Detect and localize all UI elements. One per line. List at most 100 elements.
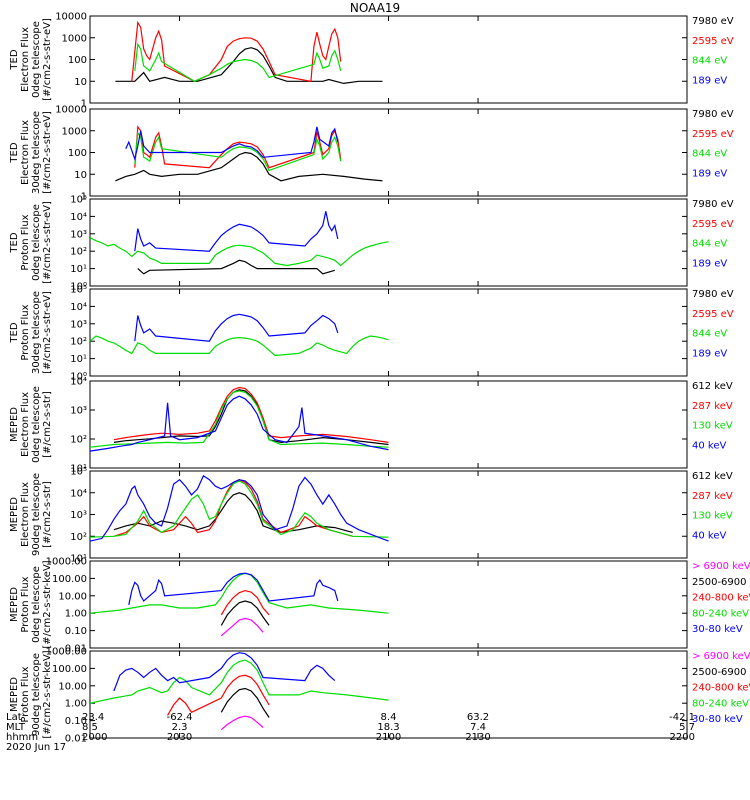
legend-entry-7-4: 30-80 keV bbox=[692, 714, 743, 725]
y-tick-label-5-1: 10⁴ bbox=[70, 488, 87, 499]
y-label-1-2: 30deg telescope bbox=[31, 111, 42, 194]
series-line-6-2 bbox=[220, 589, 270, 616]
legend-entry-3-3: 189 eV bbox=[692, 348, 727, 359]
y-label-4-3: [#/cm2-s-str] bbox=[42, 391, 53, 458]
legend-entry-4-1: 287 keV bbox=[692, 401, 733, 412]
y-tick-label-5-2: 10³ bbox=[70, 510, 87, 521]
series-line-7-4 bbox=[113, 652, 336, 692]
legend-entry-6-1: 2500-6900 bbox=[692, 577, 747, 588]
y-label-2-1: Proton Flux bbox=[20, 214, 31, 270]
series-line-6-0 bbox=[220, 617, 264, 637]
axis-row-value-0-0: 23.4 bbox=[82, 712, 104, 723]
series-line-4-3 bbox=[89, 395, 389, 452]
y-label-3-1: Proton Flux bbox=[20, 304, 31, 360]
y-label-0-0: TED bbox=[9, 49, 20, 70]
axis-row-label-0: Lat bbox=[6, 712, 22, 723]
legend-entry-2-3: 189 eV bbox=[692, 258, 727, 269]
y-label-7-1: Proton Flux bbox=[20, 666, 31, 722]
y-label-3-3: [#/cm2-s-str-eV] bbox=[42, 291, 53, 374]
legend-entry-5-2: 130 keV bbox=[692, 511, 733, 522]
series-line-5-3 bbox=[89, 474, 389, 542]
axis-row-value-1-1: 2.3 bbox=[172, 722, 188, 733]
series-line-7-2 bbox=[167, 674, 270, 716]
y-tick-label-7-2: 10.00 bbox=[58, 681, 87, 692]
y-label-1-0: TED bbox=[9, 142, 20, 163]
y-label-4-1: Electron Flux bbox=[20, 392, 31, 457]
y-label-5-0: MEPED bbox=[9, 497, 20, 532]
y-tick-label-4-1: 10³ bbox=[70, 406, 87, 417]
y-label-6-1: Proton Flux bbox=[20, 576, 31, 632]
axis-date: 2020 Jun 17 bbox=[6, 742, 66, 753]
y-tick-label-7-1: 100.00 bbox=[52, 664, 87, 675]
legend-entry-4-3: 40 keV bbox=[692, 440, 726, 451]
series-line-7-3 bbox=[89, 659, 389, 704]
legend-entry-7-2: 240-800 keV bbox=[692, 683, 750, 694]
y-tick-label-7-4: 0.10 bbox=[65, 716, 87, 727]
axis-row-label-2: hhmm bbox=[6, 732, 38, 743]
y-tick-label-0-2: 100 bbox=[68, 55, 87, 66]
legend-entry-0-1: 2595 eV bbox=[692, 36, 734, 47]
legend-entry-5-1: 287 keV bbox=[692, 491, 733, 502]
y-label-6-0: MEPED bbox=[9, 587, 20, 622]
y-tick-label-5-4: 10¹ bbox=[70, 554, 87, 565]
y-label-3-2: 30deg telescope bbox=[31, 291, 42, 374]
y-tick-label-4-0: 10⁴ bbox=[70, 377, 87, 388]
y-tick-label-1-1: 1000 bbox=[62, 126, 87, 137]
legend-entry-1-1: 2595 eV bbox=[692, 129, 734, 140]
y-label-5-1: Electron Flux bbox=[20, 482, 31, 547]
y-label-0-1: Electron Flux bbox=[20, 27, 31, 92]
series-line-6-1 bbox=[220, 600, 270, 626]
y-label-4-0: MEPED bbox=[9, 407, 20, 442]
y-tick-label-3-5: 10⁰ bbox=[70, 372, 87, 383]
legend-entry-5-3: 40 keV bbox=[692, 530, 726, 541]
panel-frame-5 bbox=[89, 470, 688, 559]
axis-row-value-1-2: 18.3 bbox=[377, 722, 399, 733]
y-tick-label-2-1: 10⁴ bbox=[70, 212, 87, 223]
panel-frame-0 bbox=[89, 15, 688, 104]
series-line-7-0 bbox=[220, 715, 264, 731]
y-label-6-3: [#/cm2-s-str-keV] bbox=[42, 560, 53, 648]
legend-entry-3-1: 2595 eV bbox=[692, 309, 734, 320]
series-line-3-2 bbox=[89, 335, 389, 357]
y-tick-label-6-2: 10.00 bbox=[58, 591, 87, 602]
y-tick-label-0-3: 10 bbox=[74, 77, 87, 88]
legend-entry-1-3: 189 eV bbox=[692, 168, 727, 179]
series-line-5-1 bbox=[113, 479, 353, 537]
legend-entry-7-3: 80-240 keV bbox=[692, 698, 749, 709]
y-label-1-3: [#/cm2-s-str-eV] bbox=[42, 111, 53, 194]
y-tick-label-2-5: 10⁰ bbox=[70, 282, 87, 293]
series-line-7-1 bbox=[220, 687, 270, 718]
y-tick-label-2-3: 10² bbox=[70, 247, 87, 258]
legend-entry-2-0: 7980 eV bbox=[692, 199, 734, 210]
series-line-2-0 bbox=[137, 259, 335, 275]
series-line-6-3 bbox=[89, 572, 389, 614]
y-label-7-3: [#/cm2-s-str-keV] bbox=[42, 650, 53, 738]
legend-entry-4-2: 130 keV bbox=[692, 421, 733, 432]
y-label-2-3: [#/cm2-s-str-eV] bbox=[42, 201, 53, 284]
y-tick-label-1-2: 100 bbox=[68, 148, 87, 159]
series-line-0-1 bbox=[131, 20, 342, 83]
axis-row-value-1-4: 5.7 bbox=[679, 722, 695, 733]
panel-frame-6 bbox=[89, 560, 688, 649]
y-tick-label-1-3: 10 bbox=[74, 170, 87, 181]
legend-entry-6-0: > 6900 keV bbox=[692, 561, 750, 572]
y-label-7-0: MEPED bbox=[9, 677, 20, 712]
series-line-1-2 bbox=[134, 131, 342, 172]
y-label-0-2: 0deg telescope bbox=[31, 21, 42, 98]
legend-entry-0-2: 844 eV bbox=[692, 56, 727, 67]
y-tick-label-2-2: 10³ bbox=[70, 229, 87, 240]
legend-entry-1-2: 844 eV bbox=[692, 149, 727, 160]
panel-frame-4 bbox=[89, 380, 688, 469]
y-label-2-2: 0deg telescope bbox=[31, 204, 42, 281]
y-label-5-3: [#/cm2-s-str] bbox=[42, 481, 53, 548]
series-line-6-4 bbox=[128, 572, 339, 606]
y-label-0-3: [#/cm2-s-str-eV] bbox=[42, 18, 53, 101]
panel-frame-2 bbox=[89, 198, 688, 287]
series-line-2-3 bbox=[134, 211, 339, 252]
y-tick-label-0-1: 1000 bbox=[62, 33, 87, 44]
series-line-5-2 bbox=[89, 480, 389, 538]
series-line-1-0 bbox=[115, 151, 383, 182]
axis-row-value-2-2: 2100 bbox=[376, 732, 401, 743]
legend-entry-7-1: 2500-6900 bbox=[692, 667, 747, 678]
